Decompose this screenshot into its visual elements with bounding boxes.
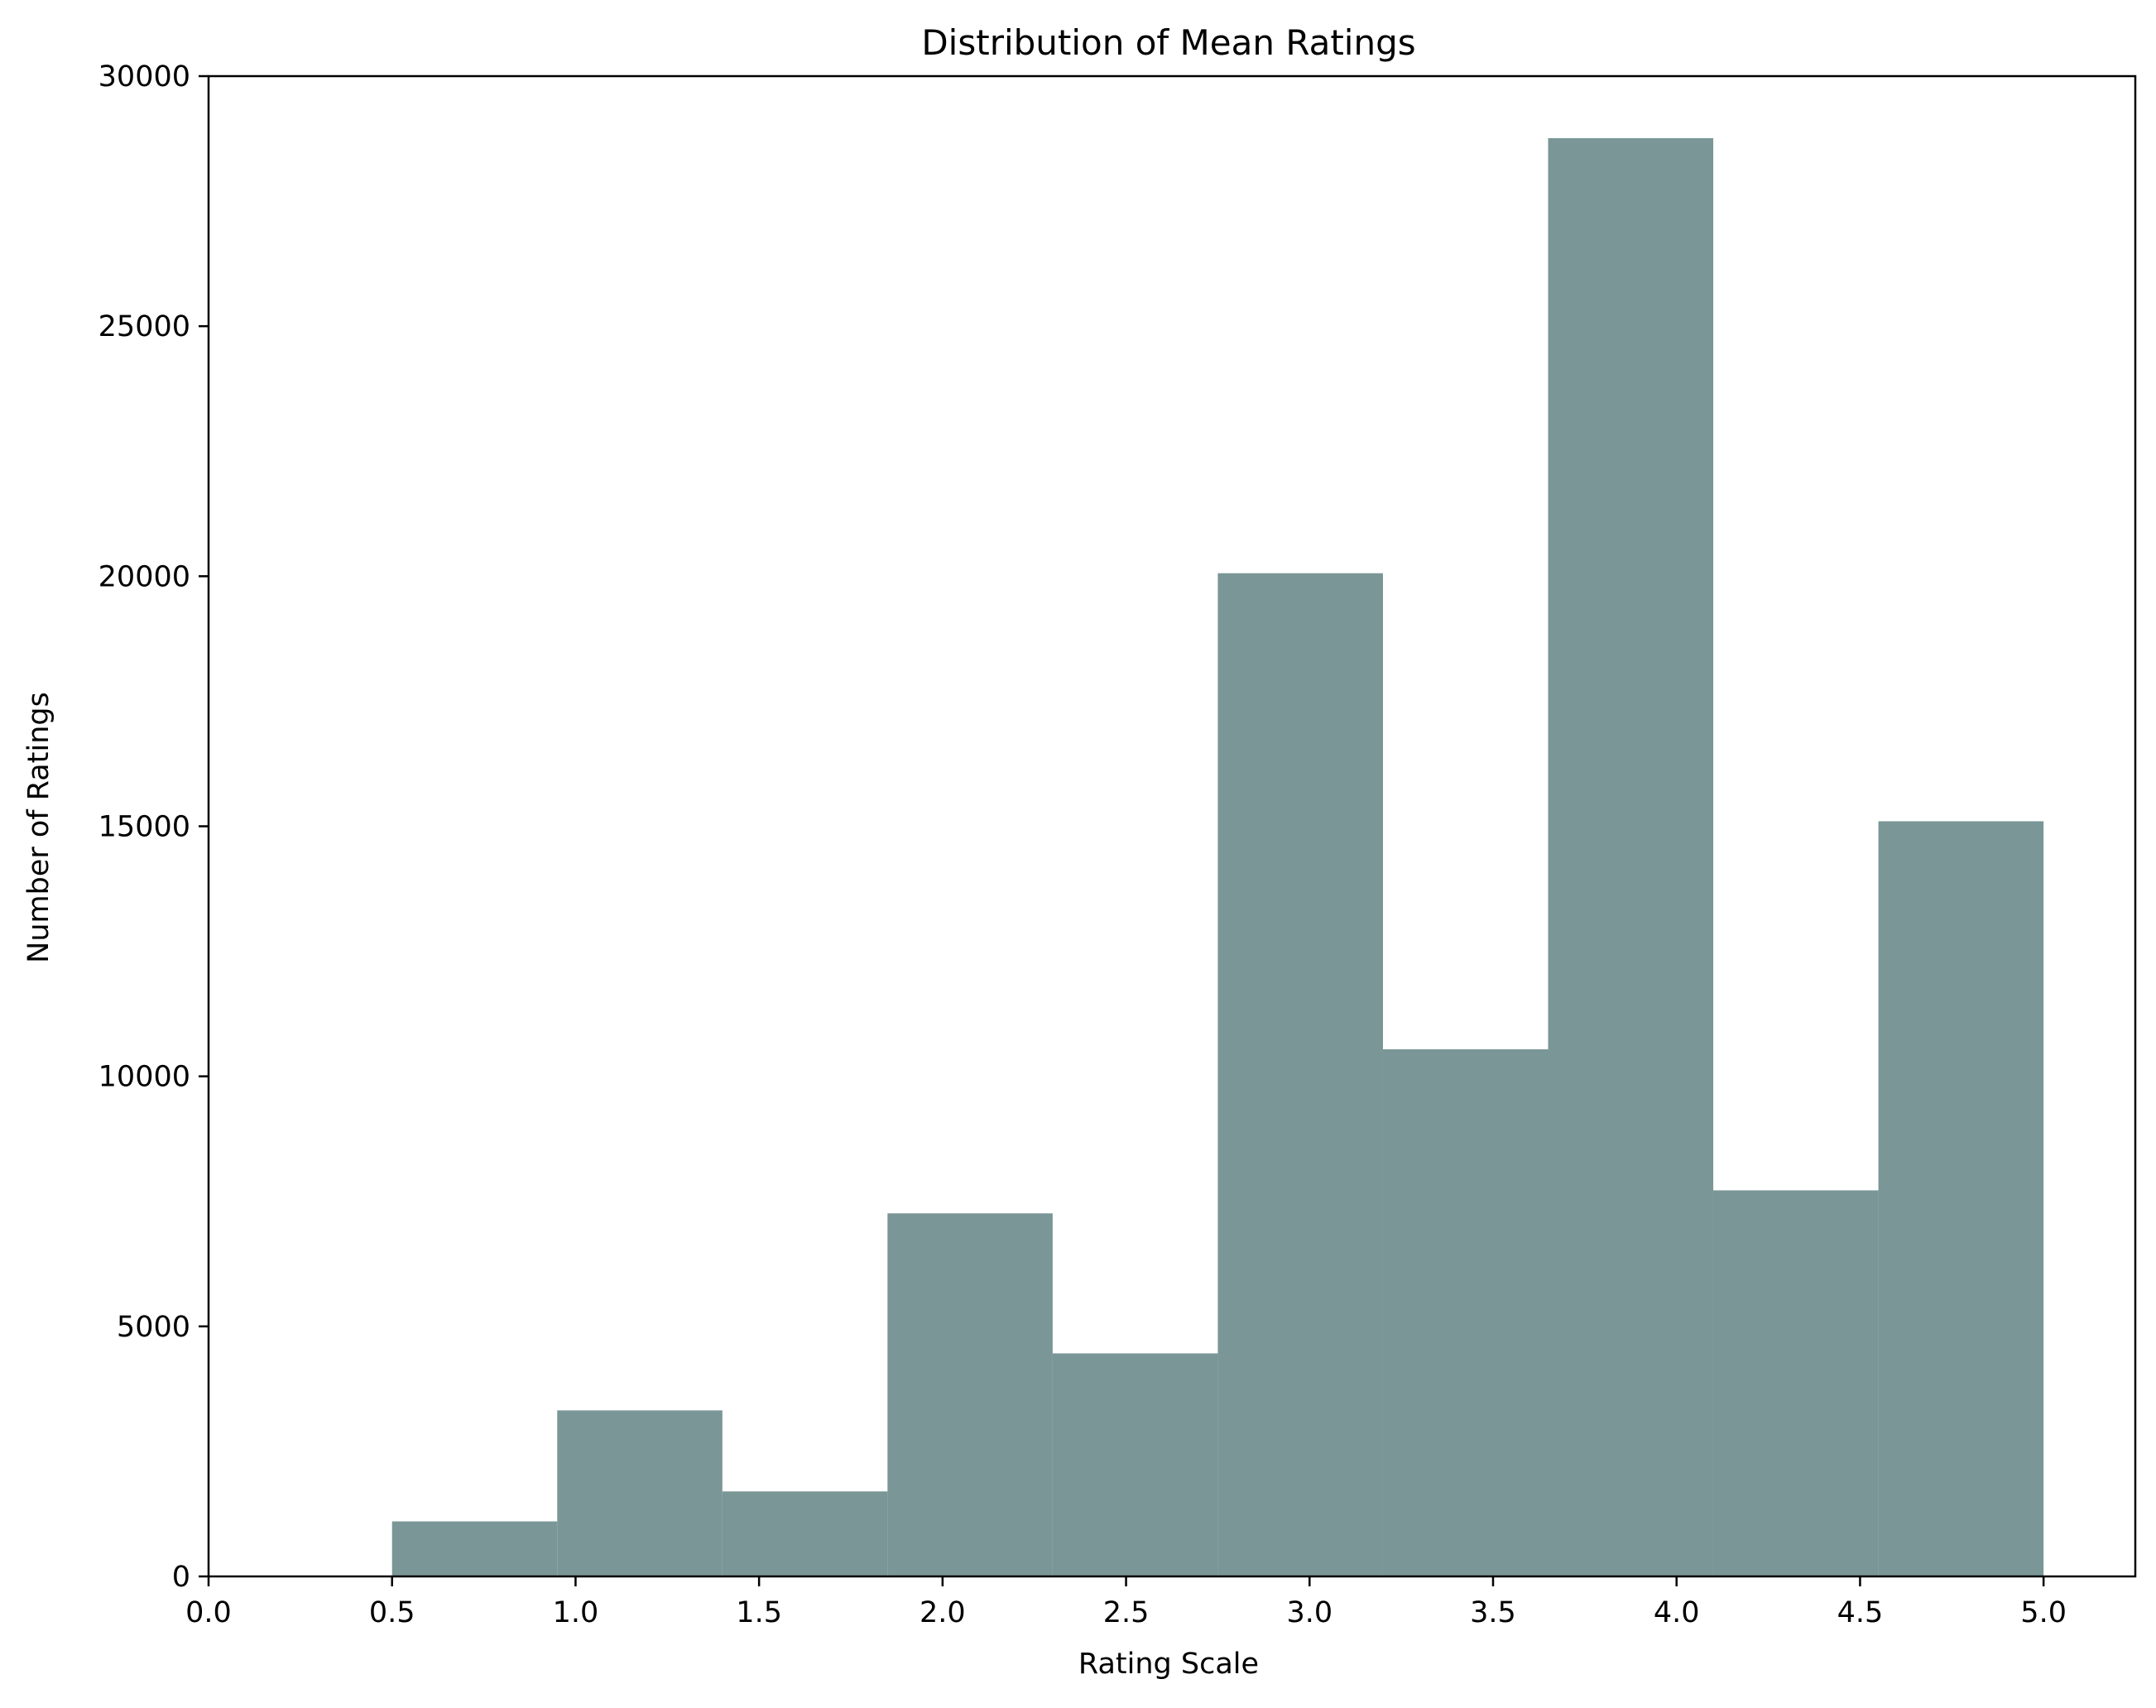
chart-title: Distribution of Mean Ratings (921, 22, 1415, 63)
x-tick-label: 1.0 (553, 1596, 599, 1629)
histogram-bar-9 (1713, 1190, 1879, 1576)
y-tick-label: 10000 (98, 1061, 190, 1094)
x-axis-label: Rating Scale (1078, 1648, 1259, 1681)
x-tick-label: 2.5 (1103, 1596, 1150, 1629)
y-tick-label: 20000 (98, 560, 190, 593)
histogram-bar-6 (1217, 573, 1383, 1577)
histogram-bars (391, 137, 2044, 1577)
x-axis-ticks: 0.0 0.5 1.0 1.5 2.0 2.5 3.0 3.5 4.0 4.5 5.0 (185, 1576, 2067, 1629)
histogram-bar-7 (1382, 1049, 1549, 1576)
x-tick-label: 3.0 (1286, 1596, 1332, 1629)
y-axis-ticks: 0 5000 10000 15000 20000 25000 30000 (98, 60, 209, 1594)
histogram-bar-10 (1878, 821, 2044, 1576)
histogram-bar-4 (887, 1213, 1053, 1576)
histogram-bar-2 (557, 1410, 723, 1576)
x-tick-label: 0.0 (185, 1596, 232, 1629)
y-tick-label: 30000 (98, 60, 190, 94)
histogram-bar-8 (1548, 137, 1714, 1576)
y-tick-label: 15000 (98, 811, 190, 844)
x-tick-label: 0.5 (369, 1596, 415, 1629)
x-tick-label: 4.0 (1654, 1596, 1700, 1629)
x-tick-label: 1.5 (736, 1596, 782, 1629)
y-tick-label: 25000 (98, 310, 190, 343)
x-tick-label: 3.5 (1470, 1596, 1516, 1629)
histogram-bar-1 (391, 1521, 558, 1576)
y-tick-label: 5000 (117, 1311, 190, 1344)
x-tick-label: 4.5 (1837, 1596, 1884, 1629)
y-axis-label: Number of Ratings (22, 692, 55, 963)
histogram-bar-5 (1052, 1353, 1218, 1576)
histogram-bar-3 (722, 1491, 888, 1576)
x-tick-label: 5.0 (2020, 1596, 2067, 1629)
x-tick-label: 2.0 (920, 1596, 966, 1629)
y-tick-label: 0 (172, 1561, 190, 1594)
